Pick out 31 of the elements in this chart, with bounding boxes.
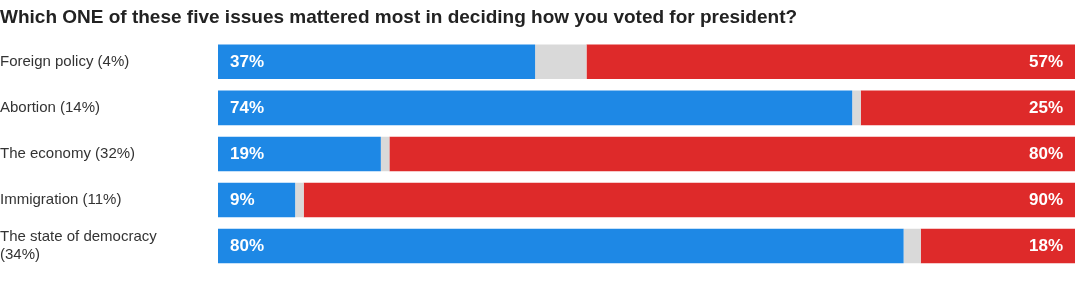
bar [920,228,1075,264]
data-label: 80% [230,235,265,255]
bar [586,44,1075,80]
data-label: 25% [1028,97,1063,117]
bar [218,44,536,80]
bar [903,228,921,264]
data-label: 80% [1028,143,1063,163]
y-tick-label: Immigration (11%) [0,190,122,208]
bar [389,136,1075,172]
data-label: 9% [230,189,255,209]
data-label: 37% [230,51,265,71]
y-tick-label: Abortion (14%) [0,98,101,115]
bar [295,182,304,218]
data-label: 74% [230,97,265,117]
bar [218,90,853,126]
bar [303,182,1075,218]
data-label: 90% [1028,189,1063,209]
data-label: 19% [230,143,265,163]
data-label: 18% [1028,235,1063,255]
y-tick-label: Foreign policy (4%) [0,51,130,69]
data-label: 57% [1028,51,1063,71]
bar [852,90,861,126]
bar [380,136,390,172]
bar [535,44,587,80]
bar [218,228,904,264]
bar [860,90,1075,126]
y-tick-label: The state of democracy (34%) [0,227,158,263]
bar [218,182,296,218]
y-tick-label: The economy (32%) [0,144,136,162]
bar [218,136,381,172]
chart-title: Which ONE of these five issues mattered most in deciding how you voted for president? [0,5,798,27]
